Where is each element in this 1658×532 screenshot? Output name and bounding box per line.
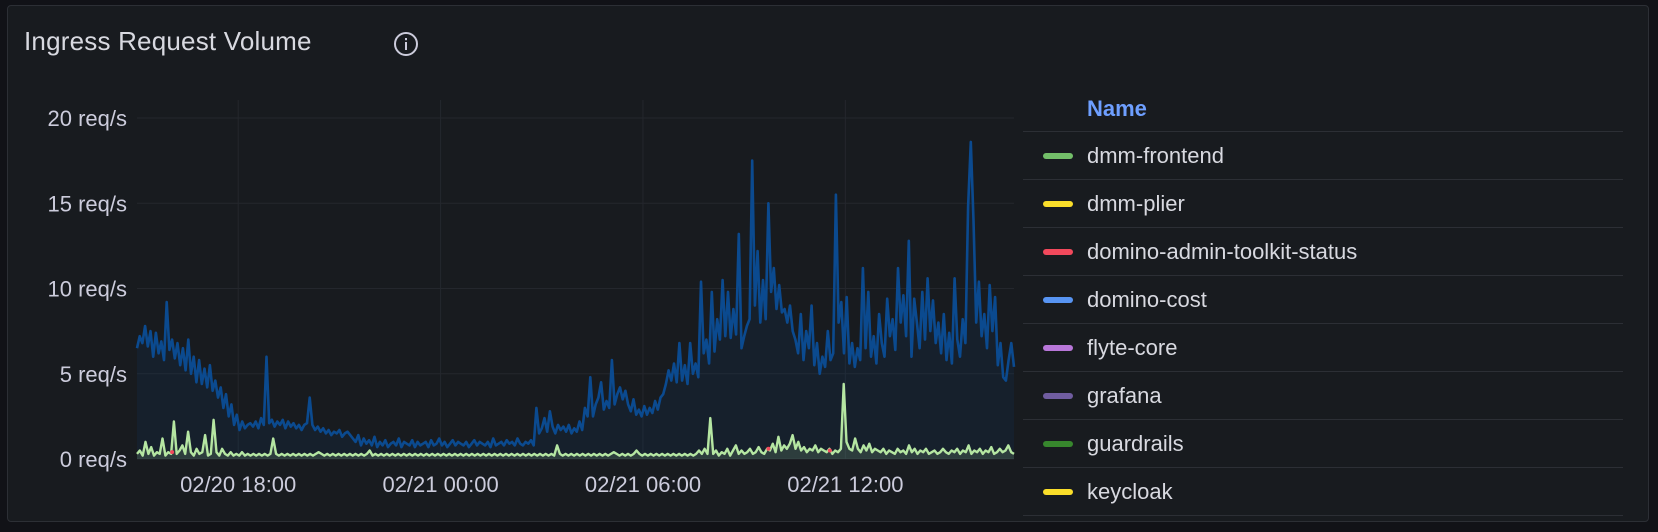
legend-label: keycloak	[1087, 479, 1173, 504]
legend-item[interactable]: flyte-core	[1023, 324, 1623, 372]
legend-swatch	[1043, 297, 1073, 303]
x-tick-label: 02/20 18:00	[180, 472, 296, 497]
series-point	[766, 446, 771, 451]
series-point	[827, 448, 832, 453]
legend-label: dmm-plier	[1087, 191, 1185, 216]
x-tick-label: 02/21 06:00	[585, 472, 701, 497]
info-icon[interactable]	[393, 31, 419, 57]
legend-item[interactable]: keycloak	[1023, 468, 1623, 516]
legend-label: domino-admin-toolkit-status	[1087, 239, 1358, 264]
legend-item[interactable]: dmm-plier	[1023, 180, 1623, 228]
series-point	[170, 450, 175, 455]
legend-label: dmm-frontend	[1087, 143, 1224, 168]
panel-title: Ingress Request Volume	[24, 26, 312, 56]
legend-item[interactable]: domino-admin-toolkit-status	[1023, 228, 1623, 276]
legend-swatch	[1043, 153, 1073, 159]
legend-swatch	[1043, 393, 1073, 399]
y-tick-label: 10 req/s	[48, 277, 128, 302]
legend-swatch	[1043, 345, 1073, 351]
legend-swatch	[1043, 201, 1073, 207]
y-tick-label: 0 req/s	[60, 447, 127, 472]
legend-item[interactable]: grafana	[1023, 372, 1623, 420]
y-tick-label: 5 req/s	[60, 362, 127, 387]
y-tick-label: 20 req/s	[48, 106, 128, 131]
x-tick-label: 02/21 00:00	[382, 472, 498, 497]
legend-label: guardrails	[1087, 431, 1184, 456]
legend-item[interactable]: dmm-frontend	[1023, 132, 1623, 180]
legend-swatch	[1043, 441, 1073, 447]
legend-label: grafana	[1087, 383, 1162, 408]
panel: Ingress Request Volume	[7, 5, 1649, 522]
y-tick-label: 15 req/s	[48, 191, 128, 216]
series-line[interactable]	[135, 140, 1016, 449]
legend-swatch	[1043, 249, 1073, 255]
legend-item[interactable]: domino-cost	[1023, 276, 1623, 324]
legend-label: flyte-core	[1087, 335, 1178, 360]
legend-label: domino-cost	[1087, 287, 1207, 312]
x-tick-label: 02/21 12:00	[787, 472, 903, 497]
chart-plot: 20 req/s 15 req/s 10 req/s 5 req/s 0 req/s 02…	[48, 100, 1016, 497]
legend-swatch	[1043, 489, 1073, 495]
legend-header[interactable]: Name	[1023, 86, 1623, 132]
series-line[interactable]	[136, 382, 1015, 457]
legend-item[interactable]: guardrails	[1023, 420, 1623, 468]
legend: Name dmm-frontend dmm-plier domino-admin-t…	[1023, 86, 1623, 516]
series-area	[137, 141, 1014, 459]
